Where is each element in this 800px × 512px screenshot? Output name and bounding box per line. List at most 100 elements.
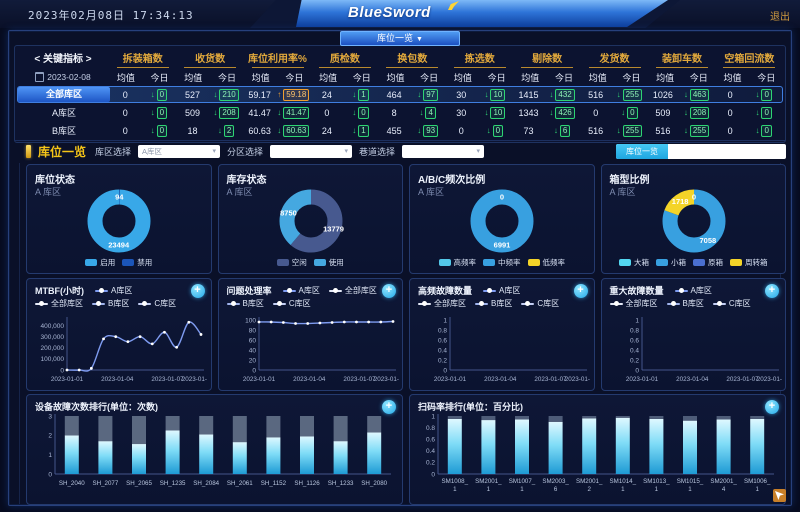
- kpi-today-cell: ↓ 255: [611, 124, 648, 137]
- donut-chart[interactable]: 0 6991: [410, 185, 594, 255]
- expand-button[interactable]: +: [382, 284, 396, 298]
- legend-label: C库区: [154, 299, 177, 308]
- kpi-avg-header: 均值: [723, 72, 742, 83]
- data-point: [102, 337, 105, 341]
- trend-down-icon: ↓: [755, 107, 760, 117]
- logout-button[interactable]: 退出: [770, 12, 790, 23]
- panel-title: 箱型比例: [609, 175, 650, 186]
- donut-chart[interactable]: 13779 8750: [219, 185, 403, 255]
- legend-dot: [142, 301, 148, 306]
- legend-dot: [479, 301, 484, 306]
- line-legend-icon: [475, 301, 488, 306]
- trend-down-icon: ↓: [417, 125, 422, 135]
- legend-item: A库区: [483, 285, 520, 296]
- legend-item: 启用: [85, 257, 115, 268]
- expand-button[interactable]: +: [765, 284, 779, 298]
- kpi-row-0[interactable]: 全部库区 0 ↓ 0 527 ↓ 210 59.17 ↑ 59.18 24 ↓ 1 464 ↓ 97 30 ↓ 10…: [17, 86, 783, 103]
- kpi-table: < 关键指标 > 拆装箱数 收货数 库位利用率% 质检数 换包数 拣选数 剔除数 发货数 装卸车…: [14, 45, 786, 143]
- view-toggle: 库位一览: [616, 144, 786, 159]
- column-underline: [723, 67, 776, 68]
- kpi-row-label[interactable]: B库区: [51, 126, 76, 136]
- expand-button[interactable]: +: [765, 400, 779, 414]
- view-selector-button[interactable]: 库位一览 ▼: [340, 31, 460, 46]
- y-tick-label: 1: [443, 317, 447, 324]
- legend-label: 原箱: [708, 258, 723, 267]
- legend-swatch: [483, 259, 495, 266]
- zone-select[interactable]: ▾: [270, 145, 353, 158]
- y-tick-label: 200,000: [41, 345, 65, 352]
- trend-down-icon: ↓: [352, 89, 357, 99]
- kpi-today-cell: ↓ 0: [477, 124, 514, 137]
- column-underline: [116, 67, 169, 68]
- donut-panel-1: 库存状态 A 库区 13779 8750 空闲 使用: [217, 164, 403, 274]
- bar-value-segment: [300, 436, 314, 474]
- trend-down-icon: ↓: [683, 89, 688, 99]
- bar-chart[interactable]: 10.80.60.40.20SM1008_1SM2001_1SM1007_1SM…: [414, 412, 780, 502]
- kpi-subheader-row: 2023-02-08 均值 今日 均值 今日 均值 今日 均值 今日 均值 今日 均值 今日 均值 今日均…: [17, 69, 783, 85]
- kpi-today-cell: ↓ 210: [208, 88, 245, 101]
- datetime-display: 2023年02月08日 17:34:13: [28, 9, 194, 22]
- bar-chart[interactable]: 3 2 1 0 SH_2040 SH_2077 SH_2065 SH_1235 SH_2084 S…: [31, 412, 397, 502]
- kpi-today-value: 10: [490, 106, 506, 119]
- bar-value-segment: [481, 420, 496, 474]
- x-tick-label: 2023-01-01: [625, 376, 658, 383]
- kpi-avg-value: 0: [324, 107, 330, 118]
- kpi-row-label[interactable]: 全部库区: [18, 87, 110, 102]
- view-toggle-option[interactable]: [668, 144, 727, 159]
- legend-item: 全部库区: [35, 298, 83, 309]
- filter-label: 库区选择: [95, 147, 132, 157]
- line-chart[interactable]: 400,000 300,000 200,000 100,000 0 2023-01-01 2…: [31, 314, 207, 388]
- kpi-today-value: 0: [156, 124, 168, 137]
- expand-button[interactable]: +: [573, 284, 588, 298]
- y-tick-label: 0.4: [426, 448, 435, 455]
- legend-label: C库区: [728, 299, 751, 308]
- kpi-avg-value: 509: [655, 107, 671, 118]
- y-tick-label: 0.8: [426, 425, 435, 432]
- view-toggle-active[interactable]: 库位一览: [616, 144, 668, 159]
- donut-chart[interactable]: 94 23494: [27, 185, 211, 255]
- legend-item: 中频率: [483, 257, 521, 268]
- expand-button[interactable]: +: [382, 400, 396, 414]
- bar-category-label: SH_2077: [92, 480, 118, 487]
- y-tick-label: 1: [48, 452, 52, 459]
- legend-dot: [230, 301, 236, 306]
- data-point: [65, 368, 69, 372]
- panel-title: 库存状态: [226, 175, 267, 186]
- kpi-row-2[interactable]: B库区 0 ↓ 0 18 ↓ 2 60.63 ↓ 60.63 24 ↓ 1 455 ↓ 93 0 ↓ 0 73 ↓ 6 51…: [17, 122, 783, 139]
- x-tick-label: 2023-01-04: [293, 376, 326, 383]
- kpi-avg-value: 24: [321, 89, 332, 100]
- view-toggle-option[interactable]: [727, 144, 786, 159]
- expand-button[interactable]: +: [190, 284, 205, 298]
- kpi-cell: 41.47 ↓ 41.47: [244, 106, 311, 119]
- line-chart[interactable]: 1 0.8 0.6 0.4 0.2 0 2023-01-01 2023-01-04 2023-0…: [606, 314, 782, 388]
- bar-category-label: SH_2080: [361, 480, 387, 487]
- kpi-cell: 509 ↓ 208: [177, 106, 244, 119]
- kpi-today-value: 0: [156, 106, 168, 119]
- kpi-row-1[interactable]: A库区 0 ↓ 0 509 ↓ 208 41.47 ↓ 41.47 0 ↓ 0 8 ↓ 4 30 ↓ 10 1343 ↓…: [17, 104, 783, 121]
- x-tick-label: 2023-01-07: [151, 376, 184, 383]
- warehouse-select[interactable]: A库区 ▾: [138, 145, 221, 158]
- legend-dot: [96, 301, 101, 306]
- kpi-cell: 1343 ↓ 426: [513, 106, 580, 119]
- legend-item: 全部库区: [418, 298, 466, 309]
- y-tick-label: 20: [248, 357, 256, 364]
- donut-panel-0: 库位状态 A 库区 94 23494 启用 禁用: [26, 164, 212, 274]
- kpi-row-label[interactable]: A库区: [51, 108, 76, 118]
- kpi-today-header: 今日: [217, 72, 236, 83]
- donut-chart[interactable]: 0 7058 1718: [602, 185, 786, 255]
- legend-item: C库区: [138, 298, 176, 309]
- kpi-avg-value: 509: [184, 107, 200, 118]
- bar-cap-segment: [132, 416, 146, 445]
- aisle-select[interactable]: ▾: [402, 145, 485, 158]
- legend-dot: [670, 301, 676, 306]
- legend-item: A库区: [95, 285, 132, 296]
- line-chart[interactable]: 1 0.8 0.6 0.4 0.2 0 2023-01-01 2023-01-04 2023-0…: [414, 314, 590, 388]
- legend-swatch: [438, 259, 451, 266]
- section-marker-icon: [26, 145, 31, 158]
- y-tick-label: 0: [635, 367, 639, 374]
- kpi-avg-header: 均值: [588, 72, 607, 83]
- donut-slice: [279, 189, 342, 253]
- line-chart[interactable]: 100 80 60 40 20 0 2023-01-01 2023-01-04 2023-01-…: [223, 314, 399, 388]
- filter-label: 巷道选择: [359, 147, 396, 157]
- line-legend-icon: [483, 288, 497, 293]
